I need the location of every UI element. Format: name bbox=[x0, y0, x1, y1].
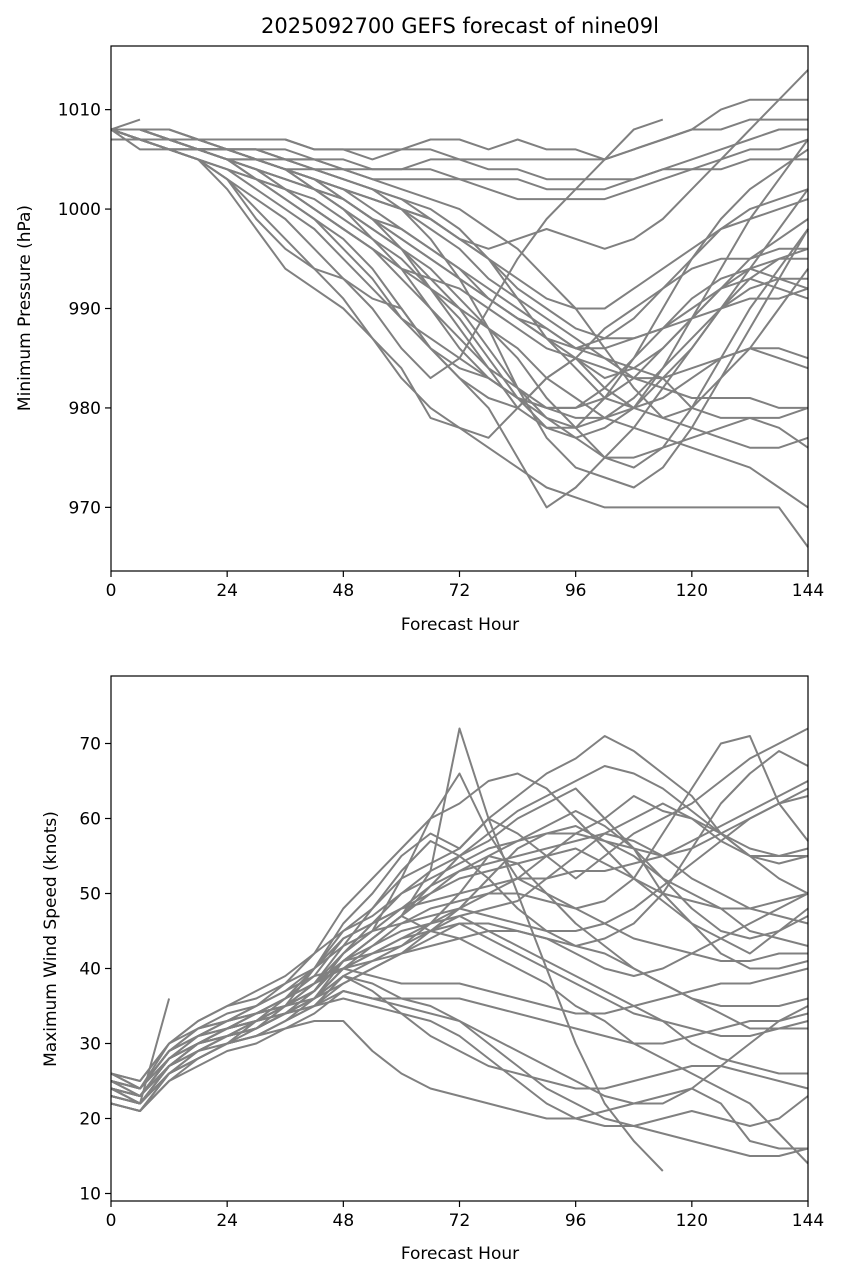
pressure-panel: 0 24 48 72 96 120 144 970 980 990 1000 1010 202509… bbox=[15, 14, 824, 635]
wind-y-tick-label: 30 bbox=[79, 1035, 101, 1055]
pressure-y-tick-label: 1010 bbox=[58, 101, 101, 121]
wind-series-line-m28 bbox=[110, 795, 809, 1090]
wind-x-tick-label: 0 bbox=[106, 1211, 117, 1231]
chart-title: 2025092700 GEFS forecast of nine09l bbox=[261, 14, 659, 38]
wind-series-group bbox=[110, 727, 809, 1172]
pressure-x-tick-label: 72 bbox=[449, 581, 471, 601]
wind-series-line-m25 bbox=[110, 892, 808, 1105]
wind-x-ticks: 0 24 48 72 96 120 144 bbox=[106, 1201, 824, 1231]
wind-x-tick-label: 144 bbox=[792, 1211, 824, 1231]
pressure-series-line-c00 bbox=[110, 118, 664, 380]
wind-y-ticks: 10 20 30 40 50 60 70 bbox=[79, 735, 111, 1205]
wind-y-tick-label: 70 bbox=[79, 735, 101, 755]
pressure-x-tick-label: 48 bbox=[333, 581, 355, 601]
wind-y-tick-label: 20 bbox=[79, 1110, 101, 1130]
wind-y-axis-label: Maximum Wind Speed (knots) bbox=[41, 811, 61, 1067]
pressure-x-tick-label: 120 bbox=[676, 581, 708, 601]
pressure-x-ticks: 0 24 48 72 96 120 144 bbox=[106, 571, 824, 601]
wind-series-line-m31 bbox=[110, 998, 171, 1105]
wind-x-tick-label: 24 bbox=[216, 1211, 238, 1231]
wind-x-axis-label: Forecast Hour bbox=[401, 1244, 519, 1264]
pressure-series-line-m28 bbox=[111, 128, 808, 340]
pressure-series-line-m29 bbox=[110, 128, 809, 409]
pressure-y-tick-label: 980 bbox=[69, 399, 101, 419]
wind-x-tick-label: 120 bbox=[676, 1211, 708, 1231]
pressure-series-line-m25 bbox=[111, 138, 809, 429]
pressure-series-line-m30 bbox=[111, 98, 808, 161]
wind-series-line-c00 bbox=[110, 727, 664, 1172]
pressure-x-tick-label: 144 bbox=[792, 581, 824, 601]
pressure-x-axis-label: Forecast Hour bbox=[401, 615, 519, 635]
pressure-x-tick-label: 96 bbox=[565, 581, 587, 601]
pressure-y-axis-label: Minimum Pressure (hPa) bbox=[15, 205, 35, 411]
wind-y-tick-label: 10 bbox=[79, 1185, 101, 1205]
wind-x-tick-label: 48 bbox=[333, 1211, 355, 1231]
pressure-y-tick-label: 1000 bbox=[58, 200, 101, 220]
pressure-series-group bbox=[110, 69, 809, 548]
wind-series-line-m24 bbox=[110, 847, 809, 1090]
wind-y-tick-label: 50 bbox=[79, 885, 101, 905]
wind-panel: 0 24 48 72 96 120 144 10 20 30 40 50 60 70 Forecast … bbox=[41, 675, 824, 1264]
pressure-series-line-m03 bbox=[111, 138, 808, 439]
pressure-y-tick-label: 970 bbox=[69, 498, 101, 518]
wind-y-tick-label: 40 bbox=[79, 960, 101, 980]
wind-y-tick-label: 60 bbox=[79, 810, 101, 830]
pressure-x-tick-label: 24 bbox=[216, 581, 238, 601]
wind-series-line-m18 bbox=[110, 990, 809, 1112]
pressure-y-ticks: 970 980 990 1000 1010 bbox=[58, 101, 111, 518]
wind-x-tick-label: 72 bbox=[449, 1211, 471, 1231]
pressure-y-tick-label: 990 bbox=[69, 300, 101, 320]
wind-series-line-m30 bbox=[110, 997, 809, 1127]
pressure-x-tick-label: 0 bbox=[106, 581, 117, 601]
wind-series-line-m19 bbox=[110, 967, 809, 1090]
wind-x-tick-label: 96 bbox=[565, 1211, 587, 1231]
pressure-series-line-m31 bbox=[110, 118, 141, 131]
